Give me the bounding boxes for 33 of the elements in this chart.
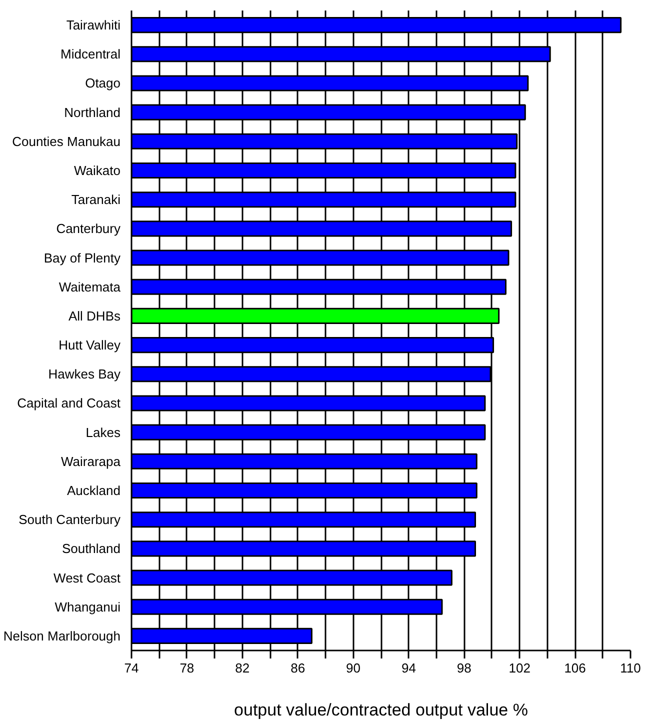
x-tick-label: 74	[124, 660, 139, 676]
x-tick-label: 102	[508, 660, 530, 676]
x-tick-label: 110	[620, 660, 641, 676]
y-tick-label: All DHBs	[68, 308, 121, 324]
y-tick-label: Otago	[85, 76, 121, 91]
y-tick-label: Hutt Valley	[58, 338, 121, 353]
y-tick-label: Hawkes Bay	[48, 366, 121, 382]
x-tick-label: 90	[346, 660, 361, 676]
y-tick-label: Auckland	[67, 483, 121, 498]
y-tick-label: West Coast	[54, 570, 121, 586]
x-tick-label: 78	[180, 660, 194, 676]
y-tick-label: Capital and Coast	[17, 396, 121, 411]
y-tick-label: Nelson Marlborough	[3, 628, 121, 644]
y-tick-label: South Canterbury	[18, 512, 121, 528]
y-tick-label: Whanganui	[54, 599, 121, 614]
y-tick-label: Southland	[62, 541, 121, 556]
y-tick-label: Waitemata	[58, 279, 122, 294]
x-tick-label: 86	[290, 660, 306, 676]
y-tick-label: Waikato	[74, 163, 121, 178]
y-tick-label: Wairarapa	[61, 454, 122, 469]
x-tick-label: 98	[456, 660, 472, 676]
x-tick-label: 82	[235, 660, 250, 676]
y-tick-label: Counties Manukau	[12, 134, 121, 149]
y-tick-label: Northland	[64, 104, 121, 120]
y-tick-label: Taranaki	[71, 192, 121, 208]
x-axis-title: output value/contracted output value %	[234, 700, 528, 720]
x-tick-label: 106	[564, 660, 586, 676]
y-tick-label: Lakes	[86, 424, 121, 440]
x-tick-label: 94	[401, 660, 416, 676]
y-tick-label: Midcentral	[60, 46, 121, 62]
y-tick-label: Tairawhiti	[66, 18, 121, 33]
y-tick-label: Bay of Plenty	[44, 250, 121, 266]
y-tick-label: Canterbury	[56, 221, 121, 236]
